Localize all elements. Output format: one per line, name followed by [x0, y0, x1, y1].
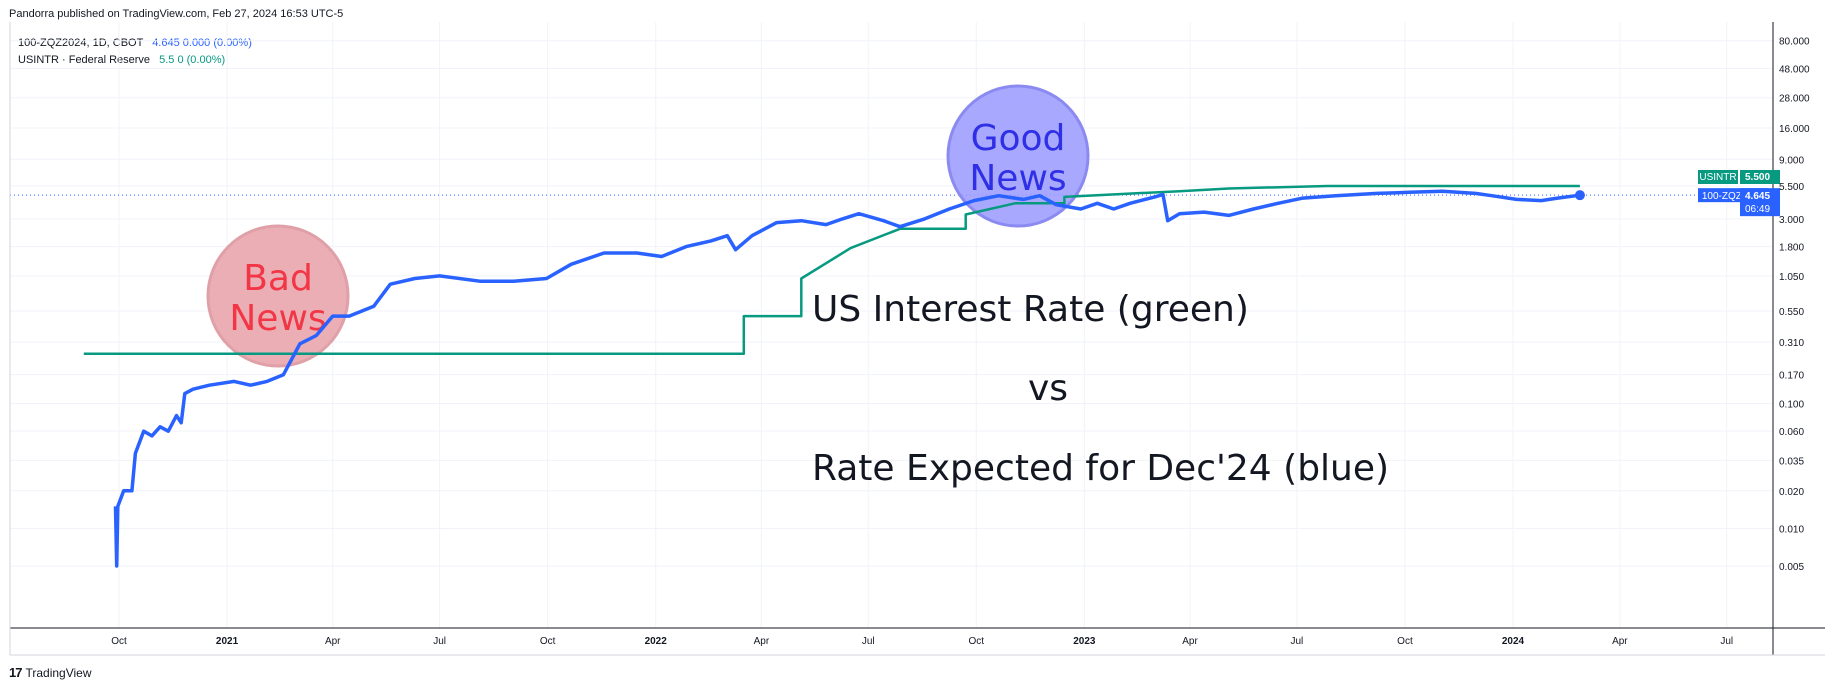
usintr-series-line — [83, 184, 1580, 355]
x-tick-label: Oct — [111, 636, 127, 647]
y-tick-label: 0.020 — [1779, 487, 1804, 498]
bad-news-bubble — [206, 224, 350, 368]
zq-countdown-text: 06:49 — [1745, 204, 1770, 215]
x-tick-label: Jul — [433, 636, 446, 647]
zqz2024-series-line — [113, 189, 1581, 568]
footer-brand-label: TradingView — [25, 665, 92, 680]
x-tick-label: Jul — [1291, 636, 1304, 647]
bad-news-label: News — [229, 298, 326, 339]
y-tick-label: 0.170 — [1779, 371, 1804, 382]
y-tick-label: 0.550 — [1779, 307, 1804, 318]
y-tick-label: 0.100 — [1779, 399, 1804, 410]
x-tick-label: 2023 — [1073, 636, 1096, 647]
y-tick-label: 0.005 — [1779, 562, 1804, 573]
y-tick-label: 80.000 — [1779, 37, 1810, 48]
annotation-line-3: Rate Expected for Dec'24 (blue) — [812, 448, 1389, 489]
y-tick-label: 3.000 — [1779, 215, 1804, 226]
x-tick-label: Oct — [969, 636, 985, 647]
x-axis-labels: Oct 2021 Apr Jul Oct 2022 Apr Jul Oct 2023 Apr Jul O… — [111, 636, 1733, 647]
annotation-text: US Interest Rate (green) vs Rate Expected … — [812, 289, 1389, 489]
good-news-label: News — [969, 158, 1066, 199]
x-tick-label: 2021 — [216, 636, 239, 647]
y-tick-label: 5.500 — [1779, 182, 1804, 193]
zq-name-text: 100-ZQZ2024 — [1702, 191, 1765, 202]
x-tick-label: 2022 — [645, 636, 668, 647]
legend-row-usintr[interactable]: USINTR · Federal Reserve 5.5 0 (0.00%) — [18, 52, 252, 69]
legend-usintr-values: 5.5 0 (0.00%) — [159, 54, 226, 66]
usintr-name-text: USINTR — [1699, 172, 1736, 183]
annotation-line-1: US Interest Rate (green) — [812, 289, 1249, 330]
chart-series — [83, 184, 1585, 568]
x-tick-label: Jul — [1720, 636, 1733, 647]
x-tick-label: Apr — [325, 636, 341, 647]
y-axis-labels: 80.000 48.000 28.000 16.000 9.000 5.500 3.000 1… — [1779, 37, 1810, 573]
y-tick-label: 16.000 — [1779, 124, 1810, 135]
y-tick-label: 1.050 — [1779, 272, 1804, 283]
x-tick-label: Oct — [540, 636, 556, 647]
legend-usintr-name: USINTR · Federal Reserve — [18, 54, 151, 66]
y-tick-label: 0.060 — [1779, 427, 1804, 438]
annotation-line-2: vs — [1028, 368, 1068, 409]
zq-value-tag — [1740, 188, 1780, 217]
y-tick-label: 9.000 — [1779, 155, 1804, 166]
publisher-line: Pandorra published on TradingView.com, F… — [9, 8, 344, 20]
zq-value-text: 4.645 — [1745, 191, 1770, 202]
y-tick-label: 0.310 — [1779, 338, 1804, 349]
x-tick-label: Apr — [754, 636, 770, 647]
x-tick-label: Jul — [862, 636, 875, 647]
x-tick-label: Apr — [1612, 636, 1628, 647]
legend-zq-name: 100-ZQZ2024, 1D, CBOT — [18, 37, 144, 49]
x-tick-label: 2024 — [1502, 636, 1525, 647]
footer-brand[interactable]: 17 TradingView — [9, 665, 92, 680]
bad-news-label: Bad — [243, 258, 313, 299]
good-news-bubble — [946, 84, 1090, 228]
chart-axes — [9, 22, 1825, 656]
y-tick-label: 48.000 — [1779, 64, 1810, 75]
good-news-label: Good — [971, 118, 1066, 159]
y-tick-label: 0.010 — [1779, 524, 1804, 535]
last-point-marker — [1574, 190, 1585, 201]
usintr-name-tag — [1698, 170, 1738, 184]
tradingview-logo-icon: 17 — [9, 665, 23, 680]
y-tick-label: 0.035 — [1779, 456, 1804, 467]
x-tick-label: Apr — [1182, 636, 1198, 647]
usintr-value-text: 5.500 — [1745, 172, 1770, 183]
usintr-value-tag — [1740, 170, 1780, 184]
y-tick-label: 28.000 — [1779, 94, 1810, 105]
x-tick-label: Oct — [1397, 636, 1413, 647]
y-tick-label: 1.800 — [1779, 243, 1804, 254]
